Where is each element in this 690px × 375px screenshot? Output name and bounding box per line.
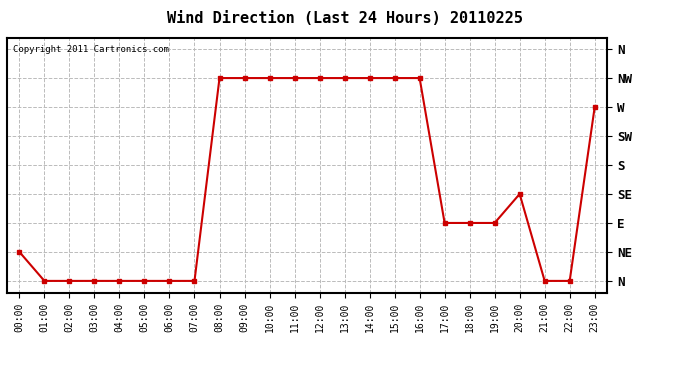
Text: Copyright 2011 Cartronics.com: Copyright 2011 Cartronics.com — [13, 45, 169, 54]
Text: Wind Direction (Last 24 Hours) 20110225: Wind Direction (Last 24 Hours) 20110225 — [167, 11, 523, 26]
